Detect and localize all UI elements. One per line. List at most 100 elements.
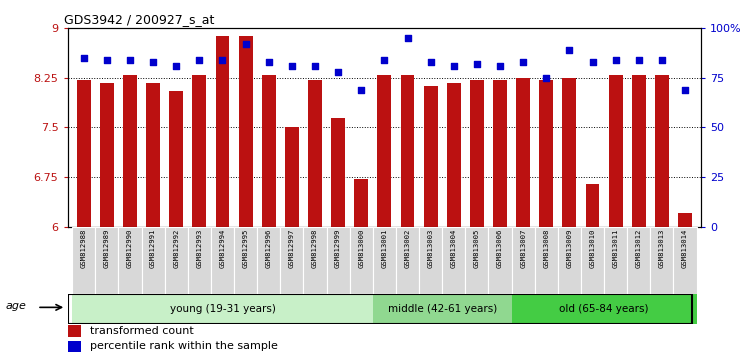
Text: transformed count: transformed count xyxy=(90,326,194,336)
Point xyxy=(401,35,413,41)
Bar xyxy=(516,78,530,227)
Point xyxy=(309,63,321,69)
Point xyxy=(424,59,436,65)
Bar xyxy=(604,227,627,294)
Point xyxy=(262,59,274,65)
Point xyxy=(494,63,506,69)
Point xyxy=(656,57,668,63)
Text: GSM813007: GSM813007 xyxy=(520,229,526,268)
Point xyxy=(540,75,552,81)
Bar xyxy=(678,213,692,227)
Bar xyxy=(539,80,554,227)
Bar xyxy=(326,227,350,294)
Bar xyxy=(562,78,576,227)
Bar xyxy=(396,227,419,294)
Text: GSM813009: GSM813009 xyxy=(566,229,572,268)
Bar xyxy=(308,80,322,227)
Text: GSM813013: GSM813013 xyxy=(659,229,665,268)
Text: young (19-31 years): young (19-31 years) xyxy=(170,304,275,314)
Bar xyxy=(400,75,415,227)
Text: GDS3942 / 200927_s_at: GDS3942 / 200927_s_at xyxy=(64,13,214,26)
Bar xyxy=(354,179,368,227)
Bar xyxy=(350,227,373,294)
Bar xyxy=(627,227,650,294)
Point xyxy=(679,87,691,93)
Bar xyxy=(68,341,82,352)
Text: GSM813004: GSM813004 xyxy=(451,229,457,268)
Bar xyxy=(535,227,558,294)
Text: GSM812988: GSM812988 xyxy=(81,229,87,268)
Point xyxy=(78,55,90,61)
Bar xyxy=(304,227,326,294)
Text: GSM813011: GSM813011 xyxy=(613,229,619,268)
Bar xyxy=(257,227,280,294)
Point xyxy=(217,57,229,63)
Text: GSM812990: GSM812990 xyxy=(127,229,133,268)
Point xyxy=(124,57,136,63)
Point xyxy=(563,47,575,53)
Bar xyxy=(512,294,697,324)
Bar xyxy=(655,75,669,227)
Bar xyxy=(68,325,82,337)
Bar xyxy=(373,294,512,324)
Text: GSM812993: GSM812993 xyxy=(196,229,202,268)
Point xyxy=(471,61,483,67)
Bar xyxy=(609,75,622,227)
Bar xyxy=(332,118,345,227)
Point xyxy=(356,87,368,93)
Bar xyxy=(465,227,488,294)
Text: percentile rank within the sample: percentile rank within the sample xyxy=(90,342,278,352)
Text: GSM812999: GSM812999 xyxy=(335,229,341,268)
Point xyxy=(100,57,112,63)
Point xyxy=(194,57,206,63)
Text: middle (42-61 years): middle (42-61 years) xyxy=(388,304,496,314)
Bar xyxy=(632,75,646,227)
Bar xyxy=(72,227,95,294)
Bar xyxy=(234,227,257,294)
Bar xyxy=(285,127,298,227)
Point xyxy=(239,41,251,47)
Bar xyxy=(123,75,137,227)
Point xyxy=(170,63,182,69)
Bar xyxy=(447,83,460,227)
Bar xyxy=(211,227,234,294)
Bar xyxy=(95,227,118,294)
Bar xyxy=(377,75,392,227)
Text: GSM813005: GSM813005 xyxy=(474,229,480,268)
Bar xyxy=(262,75,276,227)
Bar xyxy=(76,80,91,227)
Bar xyxy=(493,80,507,227)
Text: GSM813010: GSM813010 xyxy=(590,229,596,268)
Point xyxy=(286,63,298,69)
Text: GSM812992: GSM812992 xyxy=(173,229,179,268)
Bar xyxy=(188,227,211,294)
Text: GSM813003: GSM813003 xyxy=(427,229,433,268)
Bar xyxy=(558,227,581,294)
Text: age: age xyxy=(5,301,26,311)
Bar xyxy=(238,36,253,227)
Point xyxy=(332,69,344,75)
Bar xyxy=(674,227,697,294)
Bar xyxy=(146,82,160,227)
Point xyxy=(379,57,391,63)
Text: GSM812989: GSM812989 xyxy=(104,229,110,268)
Point xyxy=(448,63,460,69)
Bar xyxy=(280,227,304,294)
Bar xyxy=(581,227,604,294)
Bar xyxy=(373,227,396,294)
Bar xyxy=(512,227,535,294)
Bar xyxy=(170,91,183,227)
Bar xyxy=(100,82,114,227)
Text: GSM813000: GSM813000 xyxy=(358,229,364,268)
Bar xyxy=(142,227,165,294)
Text: GSM813008: GSM813008 xyxy=(543,229,549,268)
Bar xyxy=(118,227,142,294)
Text: GSM812996: GSM812996 xyxy=(266,229,272,268)
Bar xyxy=(650,227,674,294)
Text: GSM813006: GSM813006 xyxy=(497,229,503,268)
Text: GSM812995: GSM812995 xyxy=(242,229,248,268)
Text: GSM813002: GSM813002 xyxy=(404,229,410,268)
Bar xyxy=(165,227,188,294)
Bar xyxy=(215,36,229,227)
Text: GSM812998: GSM812998 xyxy=(312,229,318,268)
